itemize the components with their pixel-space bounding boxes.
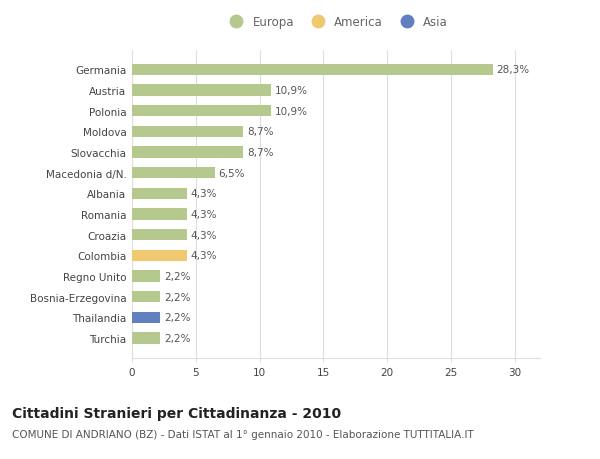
Bar: [132, 188, 187, 200]
Text: 2,2%: 2,2%: [164, 333, 190, 343]
Text: 2,2%: 2,2%: [164, 313, 190, 323]
Text: 8,7%: 8,7%: [247, 127, 273, 137]
Bar: [132, 64, 493, 76]
Bar: [132, 147, 243, 158]
Bar: [132, 168, 215, 179]
Bar: [132, 291, 160, 303]
Bar: [132, 126, 243, 138]
Text: 28,3%: 28,3%: [497, 65, 530, 75]
Text: 6,5%: 6,5%: [218, 168, 245, 178]
Bar: [132, 271, 160, 282]
Text: 2,2%: 2,2%: [164, 271, 190, 281]
Text: 4,3%: 4,3%: [191, 210, 217, 219]
Bar: [132, 85, 271, 96]
Bar: [132, 230, 187, 241]
Bar: [132, 333, 160, 344]
Legend: Europa, America, Asia: Europa, America, Asia: [224, 17, 448, 29]
Text: 4,3%: 4,3%: [191, 189, 217, 199]
Bar: [132, 106, 271, 117]
Bar: [132, 250, 187, 262]
Bar: [132, 209, 187, 220]
Text: 4,3%: 4,3%: [191, 230, 217, 240]
Text: 2,2%: 2,2%: [164, 292, 190, 302]
Text: 8,7%: 8,7%: [247, 148, 273, 157]
Text: COMUNE DI ANDRIANO (BZ) - Dati ISTAT al 1° gennaio 2010 - Elaborazione TUTTITALI: COMUNE DI ANDRIANO (BZ) - Dati ISTAT al …: [12, 429, 474, 439]
Text: 10,9%: 10,9%: [275, 86, 308, 96]
Text: 4,3%: 4,3%: [191, 251, 217, 261]
Text: Cittadini Stranieri per Cittadinanza - 2010: Cittadini Stranieri per Cittadinanza - 2…: [12, 406, 341, 420]
Text: 10,9%: 10,9%: [275, 106, 308, 117]
Bar: [132, 312, 160, 324]
